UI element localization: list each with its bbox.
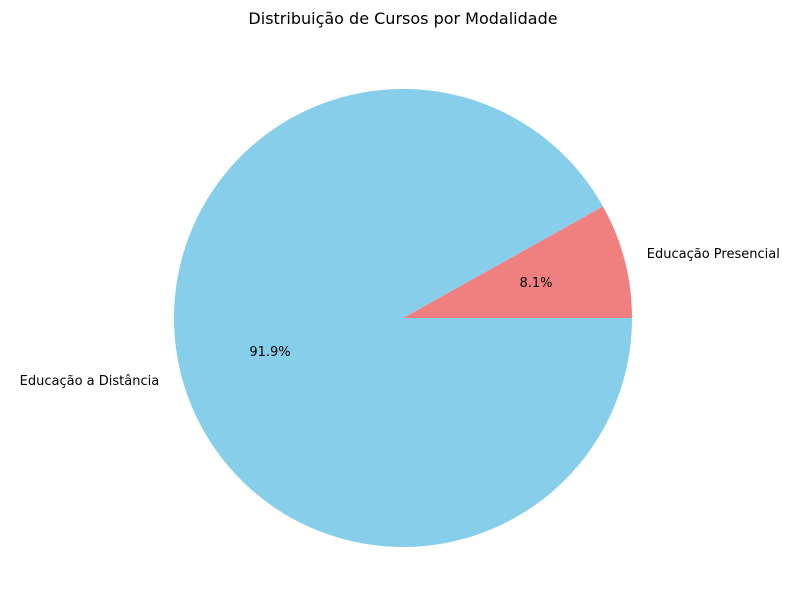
- pie-slice-1: [403, 206, 632, 318]
- chart-title: Distribuição de Cursos por Modalidade: [248, 9, 557, 28]
- pie-slice-2-percent: 91.9%: [249, 345, 290, 360]
- pie-labels: 8.1% Educação Presencial 91.9% Educação a D…: [20, 247, 780, 389]
- pie-slice-1-label: Educação Presencial: [647, 247, 780, 262]
- pie-slice-2-label: Educação a Distância: [20, 374, 160, 389]
- pie-slice-1-percent: 8.1%: [519, 276, 552, 291]
- pie-slices: [174, 89, 632, 548]
- pie-slice-2: [174, 89, 632, 548]
